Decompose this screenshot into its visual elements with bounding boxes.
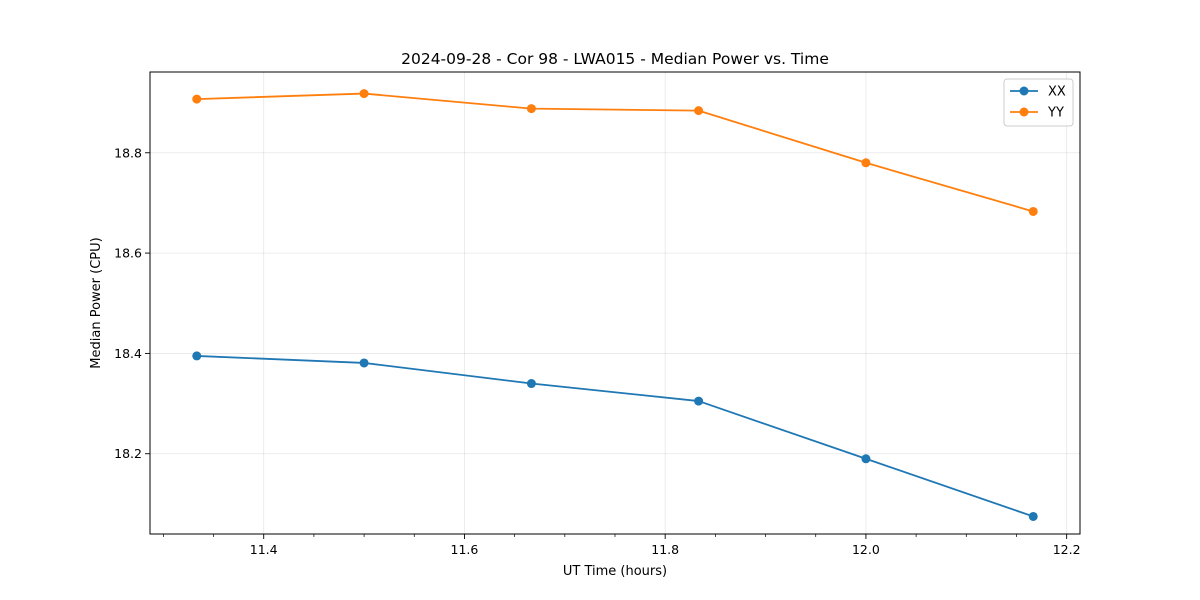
x-tick-label: 11.4: [250, 542, 278, 557]
data-series: [192, 89, 1038, 521]
data-point-yy: [1028, 206, 1038, 216]
legend-marker-xx: [1019, 86, 1029, 96]
data-point-xx: [359, 358, 369, 368]
legend-label-yy: YY: [1047, 106, 1064, 121]
grid: [150, 72, 1080, 534]
series-line-xx: [196, 355, 1034, 518]
data-point-yy: [694, 106, 704, 116]
y-tick-label: 18.2: [114, 446, 142, 461]
x-axis-label: UT Time (hours): [563, 564, 667, 579]
data-point-yy: [192, 94, 202, 104]
x-tick-label: 12.0: [852, 542, 880, 557]
legend-label-xx: XX: [1048, 85, 1066, 100]
chart-title: 2024-09-28 - Cor 98 - LWA015 - Median Po…: [401, 50, 829, 68]
data-point-xx: [1028, 511, 1038, 521]
x-tick-label: 11.8: [651, 542, 679, 557]
data-point-yy: [526, 104, 536, 114]
axis-ticks: 11.4 11.6 11.8 12.0 12.2 18.2 18.4 18.6 18.8: [114, 145, 1080, 557]
legend: XX YY: [1003, 78, 1074, 127]
data-point-xx: [694, 396, 704, 406]
data-point-yy: [861, 158, 871, 168]
y-axis-label: Median Power (CPU): [89, 237, 104, 368]
x-tick-label: 12.2: [1053, 542, 1081, 557]
data-point-xx: [526, 379, 536, 389]
data-point-xx: [192, 351, 202, 361]
series-line-yy: [196, 92, 1034, 213]
y-tick-label: 18.6: [114, 246, 142, 261]
y-tick-label: 18.4: [114, 346, 142, 361]
x-tick-label: 11.6: [451, 542, 479, 557]
data-point-yy: [359, 89, 369, 99]
data-point-xx: [861, 454, 871, 464]
legend-marker-yy: [1019, 107, 1029, 117]
y-tick-label: 18.8: [114, 145, 142, 160]
